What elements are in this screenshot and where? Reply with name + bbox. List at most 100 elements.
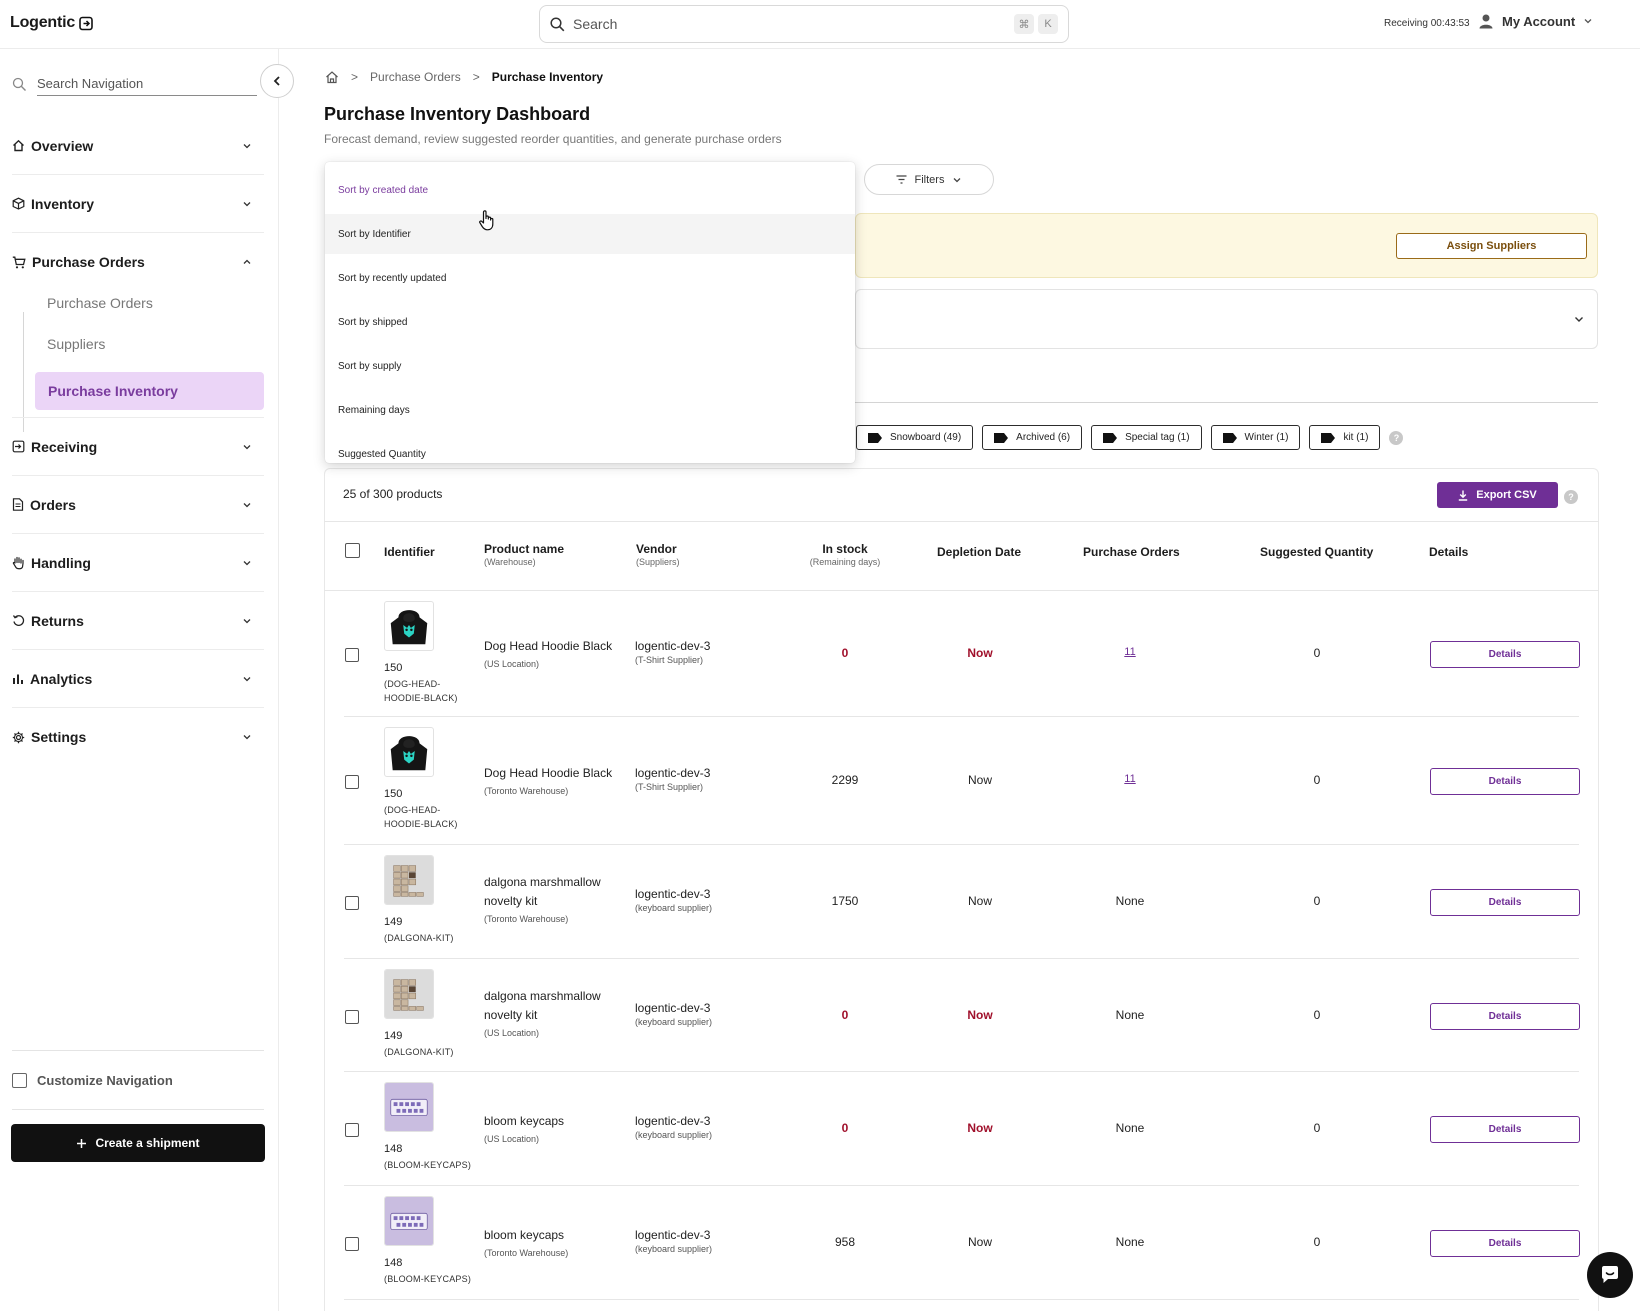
nav-inventory[interactable]: Inventory	[12, 175, 264, 233]
assign-suppliers-button[interactable]: Assign Suppliers	[1396, 233, 1587, 259]
sort-option-created-date[interactable]: Sort by created date	[338, 184, 429, 196]
sort-option-identifier[interactable]: Sort by Identifier	[325, 214, 855, 254]
row-checkbox[interactable]	[345, 648, 359, 662]
product-sku: (DOG-HEAD-HOODIE-BLACK)	[384, 805, 458, 829]
in-stock-value: 1750	[831, 894, 859, 908]
export-csv-button[interactable]: Export CSV	[1437, 482, 1558, 508]
suggested-quantity-value: 0	[1313, 1007, 1321, 1022]
column-header-in-stock[interactable]: In stock (Remaining days)	[797, 542, 893, 567]
sidebar-item-purchase-inventory[interactable]: Purchase Inventory	[35, 372, 264, 410]
tag-winter[interactable]: Winter (1)	[1210, 425, 1301, 450]
breadcrumb-separator: >	[351, 70, 359, 84]
sort-option-remaining-days[interactable]: Remaining days	[338, 404, 410, 416]
column-header-identifier[interactable]: Identifier	[384, 545, 435, 559]
product-name[interactable]: dalgona marshmallow novelty kit (Toronto …	[484, 873, 619, 925]
summary-accordion[interactable]	[855, 289, 1598, 349]
column-header-purchase-orders[interactable]: Purchase Orders	[1083, 545, 1180, 559]
row-checkbox[interactable]	[345, 775, 359, 789]
table-divider	[324, 590, 1599, 591]
column-header-product-name[interactable]: Product name (Warehouse)	[484, 542, 564, 567]
tag-icon	[1222, 432, 1237, 443]
product-name[interactable]: dalgona marshmallow novelty kit (US Locat…	[484, 987, 619, 1039]
nav-settings[interactable]: Settings	[12, 708, 264, 766]
product-name[interactable]: bloom keycaps (US Location)	[484, 1112, 619, 1145]
nav-analytics[interactable]: Analytics	[12, 650, 264, 708]
receiving-timer[interactable]: Receiving 00:43:53	[1384, 18, 1470, 29]
chevron-down-icon	[243, 560, 251, 565]
product-name[interactable]: Dog Head Hoodie Black (US Location)	[484, 637, 619, 670]
details-button[interactable]: Details	[1430, 768, 1580, 795]
app-logo[interactable]: Logentic	[10, 14, 94, 32]
row-divider	[344, 1185, 1579, 1186]
purchase-orders-value[interactable]: 11	[1124, 773, 1136, 785]
product-name[interactable]: bloom keycaps (Toronto Warehouse)	[484, 1226, 619, 1259]
details-button[interactable]: Details	[1430, 1116, 1580, 1143]
vendor-name: logentic-dev-3	[635, 639, 711, 653]
customize-navigation[interactable]: Customize Navigation	[12, 1050, 264, 1110]
row-checkbox[interactable]	[345, 1009, 359, 1024]
breadcrumb-purchase-orders[interactable]: Purchase Orders	[370, 70, 461, 84]
shortcut-k-key: K	[1038, 14, 1058, 34]
product-identifier: 148 (BLOOM-KEYCAPS)	[384, 1143, 471, 1172]
support-chat-button[interactable]	[1587, 1252, 1633, 1298]
chevron-down-icon	[243, 618, 251, 623]
purchase-orders-value: None	[1115, 1007, 1145, 1022]
vendor-supplier: (T-Shirt Supplier)	[635, 655, 704, 665]
suggested-quantity-value: 0	[1313, 646, 1321, 660]
purchase-orders-value[interactable]: 11	[1124, 646, 1136, 658]
home-icon[interactable]	[325, 70, 339, 84]
sort-option-recently-updated[interactable]: Sort by recently updated	[338, 272, 447, 284]
row-checkbox[interactable]	[345, 1237, 359, 1251]
tag-kit[interactable]: kit (1)	[1309, 425, 1381, 450]
purchase-orders-value: None	[1115, 894, 1145, 908]
filters-button[interactable]: Filters	[864, 164, 994, 195]
tag-archived[interactable]: Archived (6)	[982, 425, 1083, 450]
global-search[interactable]: Search ⌘ K	[539, 5, 1069, 43]
product-name-text: Dog Head Hoodie Black	[484, 766, 613, 780]
download-icon	[1459, 490, 1468, 501]
nav-purchase-orders[interactable]: Purchase Orders	[12, 233, 264, 291]
details-button[interactable]: Details	[1430, 641, 1580, 668]
column-header-vendor[interactable]: Vendor (Suppliers)	[636, 542, 680, 567]
search-icon	[12, 77, 26, 91]
nav-search-input[interactable]: Search Navigation	[37, 73, 257, 96]
sort-option-shipped[interactable]: Sort by shipped	[338, 316, 408, 328]
sort-option-supply[interactable]: Sort by supply	[338, 360, 402, 372]
logo-icon	[79, 16, 93, 30]
help-icon[interactable]: ?	[1564, 490, 1578, 504]
account-menu[interactable]: My Account	[1478, 13, 1593, 29]
nav-receiving[interactable]: Receiving	[12, 418, 264, 476]
tag-snowboard[interactable]: Snowboard (49)	[856, 425, 974, 450]
help-icon[interactable]: ?	[1389, 430, 1404, 445]
row-checkbox[interactable]	[345, 896, 359, 910]
product-name[interactable]: Dog Head Hoodie Black (Toronto Warehouse)	[484, 764, 619, 797]
column-header-suggested-quantity[interactable]: Suggested Quantity	[1260, 545, 1374, 559]
nav-handling[interactable]: Handling	[12, 534, 264, 592]
sort-option-suggested-quantity[interactable]: Suggested Quantity	[338, 448, 426, 460]
suggested-quantity-value: 0	[1313, 1121, 1321, 1135]
create-shipment-button[interactable]: Create a shipment	[11, 1124, 265, 1162]
details-button[interactable]: Details	[1430, 1002, 1580, 1030]
row-checkbox[interactable]	[345, 1123, 359, 1137]
suggested-quantity-value: 0	[1313, 1235, 1321, 1249]
details-button[interactable]: Details	[1430, 1230, 1580, 1257]
tag-special-label: Special tag (1)	[1125, 432, 1190, 443]
details-button[interactable]: Details	[1430, 889, 1580, 916]
nav-orders[interactable]: Orders	[12, 476, 264, 534]
select-all-checkbox[interactable]	[345, 543, 360, 558]
page-subtitle: Forecast demand, review suggested reorde…	[324, 132, 782, 146]
depletion-date-value: Now	[967, 1235, 993, 1249]
product-name-text: dalgona marshmallow novelty kit	[484, 988, 601, 1022]
customize-navigation-checkbox[interactable]	[12, 1072, 27, 1088]
nav-returns[interactable]: Returns	[12, 592, 264, 650]
column-header-depletion-date[interactable]: Depletion Date	[937, 545, 1022, 559]
tag-special[interactable]: Special tag (1)	[1091, 425, 1202, 450]
product-thumbnail	[384, 1196, 434, 1246]
sidebar: Search Navigation Overview Inventory Pur…	[0, 49, 294, 1311]
product-vendor: logentic-dev-3 (keyboard supplier)	[635, 1228, 712, 1254]
collapse-sidebar-button[interactable]	[260, 64, 294, 98]
sidebar-item-suppliers[interactable]: Suppliers	[47, 336, 106, 352]
nav-search[interactable]: Search Navigation	[12, 73, 257, 96]
sidebar-item-purchase-orders[interactable]: Purchase Orders	[47, 295, 153, 311]
nav-overview[interactable]: Overview	[12, 117, 264, 175]
